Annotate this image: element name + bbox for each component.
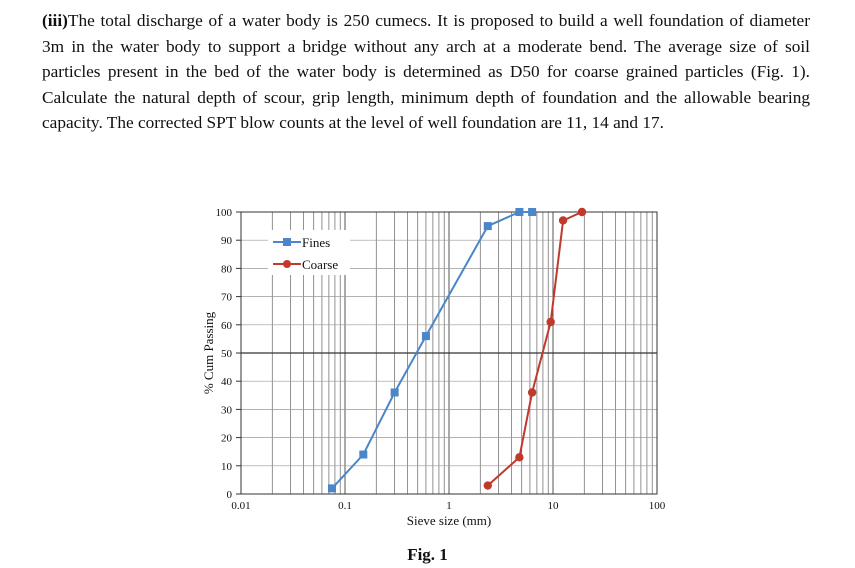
- y-tick-label: 80: [221, 263, 233, 275]
- data-point-coarse: [577, 207, 587, 217]
- data-point-fines: [421, 332, 430, 341]
- legend-label: Fines: [302, 235, 330, 250]
- y-tick-label: 30: [221, 404, 233, 416]
- x-tick-label: 0.1: [338, 500, 352, 512]
- y-tick-label: 40: [221, 376, 233, 388]
- data-point-fines: [483, 222, 492, 231]
- data-point-fines: [359, 450, 368, 459]
- y-axis-title: % Cum Passing: [201, 311, 216, 394]
- x-tick-label: 0.01: [231, 500, 250, 512]
- y-tick-label: 10: [221, 461, 233, 473]
- y-tick-label: 100: [216, 207, 233, 219]
- series-line-coarse: [487, 211, 583, 487]
- y-tick-label: 20: [221, 433, 233, 445]
- x-axis-title: Sieve size (mm): [407, 513, 491, 528]
- x-tick-label: 100: [649, 500, 666, 512]
- series-line-fines: [331, 211, 533, 490]
- y-tick-label: 90: [221, 235, 233, 247]
- data-point-coarse: [483, 481, 492, 490]
- data-point-coarse: [527, 388, 537, 397]
- legend-box: [268, 230, 350, 275]
- sieve-analysis-chart: 0 10 20 30 40 50 60 70 80 90 100 0.01 0.1 1 10 100 Sieve…: [201, 207, 666, 528]
- data-point-fines: [328, 484, 337, 493]
- x-tick-label: 1: [446, 500, 452, 512]
- y-tick-label: 50: [221, 348, 233, 360]
- y-tick-label: 70: [221, 292, 233, 304]
- legend-marker-circle: [283, 260, 291, 268]
- legend-marker-square: [283, 238, 291, 246]
- question-label: (iii): [42, 11, 68, 30]
- question-paragraph: (iii)The total discharge of a water body…: [42, 8, 810, 136]
- data-point-coarse: [558, 216, 568, 225]
- y-tick-label: 60: [221, 320, 233, 332]
- question-text: The total discharge of a water body is 2…: [42, 11, 810, 132]
- data-point-coarse: [546, 317, 555, 327]
- data-point-coarse: [515, 453, 524, 462]
- data-point-fines: [515, 208, 524, 216]
- x-tick-label: 10: [548, 500, 560, 512]
- data-point-fines: [528, 208, 537, 216]
- data-point-fines: [390, 388, 399, 397]
- legend-label: Coarse: [302, 257, 338, 272]
- figure-caption: Fig. 1: [407, 545, 448, 564]
- y-tick-label: 0: [227, 489, 233, 501]
